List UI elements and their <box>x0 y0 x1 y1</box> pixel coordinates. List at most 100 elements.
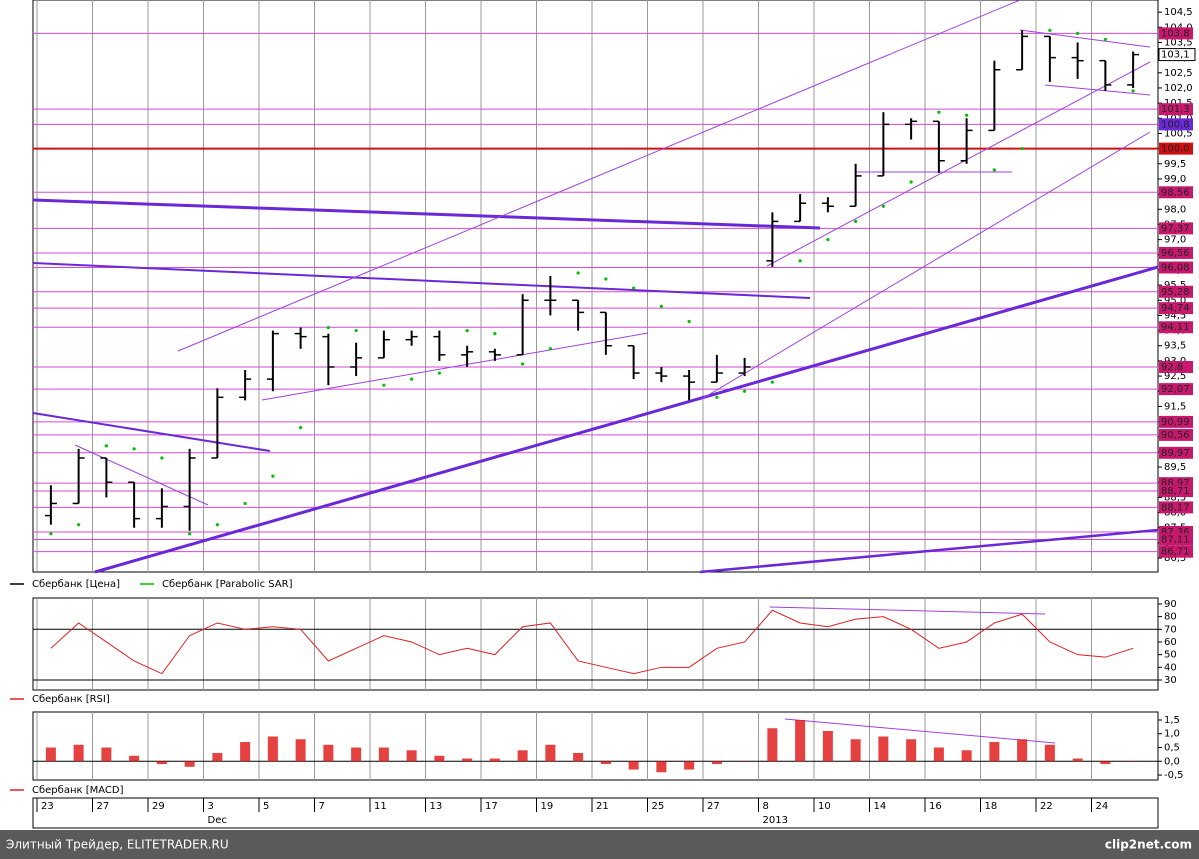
level-label-box <box>1159 485 1193 498</box>
y-tick-label: 91,5 <box>1164 401 1186 412</box>
trend-line <box>766 61 1151 267</box>
sar-dot <box>687 319 691 324</box>
level-label: 101,3 <box>1161 104 1190 115</box>
month-label: Dec <box>208 815 227 826</box>
level-label: 96,56 <box>1161 248 1190 259</box>
y-tick-label: 95,5 <box>1164 280 1186 291</box>
y-tick-label: 90 <box>1164 599 1177 610</box>
trend-line <box>769 606 1046 615</box>
sar-dot <box>770 380 774 384</box>
level-label: 87,36 <box>1161 527 1190 538</box>
level-label: 95,28 <box>1161 287 1190 298</box>
legend-label: Сбербанк [RSI] <box>32 694 110 705</box>
level-label: 90,99 <box>1161 417 1190 428</box>
x-tick-label: 13 <box>430 801 443 812</box>
sar-dot <box>271 474 275 478</box>
macd-bar <box>961 750 972 762</box>
level-label: 94,11 <box>1161 322 1190 333</box>
macd-bar <box>434 755 445 762</box>
level-label: 92,8 <box>1161 362 1183 373</box>
level-label-box <box>1159 186 1193 199</box>
sar-dot <box>382 383 386 387</box>
last-price-box <box>1158 48 1196 62</box>
sar-dot <box>1103 37 1107 42</box>
last-price-label: 103,1 <box>1161 50 1190 61</box>
x-tick-label: 18 <box>985 801 998 812</box>
sar-dot <box>77 523 81 527</box>
footer-source: Элитный Трейдер, ELITETRADER.RU <box>6 838 229 852</box>
sar-dot <box>659 304 663 308</box>
level-label: 96,08 <box>1161 262 1190 273</box>
level-label-box <box>1159 118 1193 131</box>
x-axis-frame <box>32 797 1159 829</box>
macd-bar <box>600 761 611 765</box>
level-label-box <box>1159 261 1193 274</box>
trend-line <box>699 528 1159 574</box>
sar-dot <box>299 426 303 430</box>
level-label-box <box>1159 428 1193 441</box>
level-label-box <box>1159 383 1193 396</box>
sar-dot <box>521 362 525 366</box>
level-label: 103,8 <box>1161 28 1190 39</box>
level-label-box <box>1159 446 1193 459</box>
macd-bar <box>1017 739 1028 762</box>
macd-bar <box>545 744 556 762</box>
sar-dot <box>493 332 497 336</box>
level-label: 86,71 <box>1161 547 1190 558</box>
y-tick-label: -0,5 <box>1164 770 1184 781</box>
level-label-box <box>1159 545 1193 558</box>
x-tick-label: 10 <box>818 801 831 812</box>
trend-line <box>32 198 821 230</box>
sar-dot <box>548 347 552 351</box>
trend-line <box>784 718 1056 744</box>
sar-dot <box>992 168 996 172</box>
y-tick-label: 30 <box>1164 675 1177 686</box>
macd-bar <box>73 744 84 762</box>
level-label: 88,17 <box>1161 502 1190 513</box>
macd-bar <box>129 755 140 762</box>
sar-dot <box>854 219 858 223</box>
x-tick-label: 29 <box>152 801 165 812</box>
macd-bar <box>906 739 917 762</box>
x-tick-label: 5 <box>263 801 269 812</box>
sar-dot <box>160 456 164 460</box>
level-label-box <box>1159 533 1193 546</box>
x-tick-label: 16 <box>929 801 942 812</box>
x-tick-label: 14 <box>874 801 887 812</box>
macd-bar <box>517 750 528 762</box>
macd-bar <box>1044 744 1055 762</box>
sar-dot <box>965 113 969 117</box>
macd-bar <box>212 753 223 762</box>
sar-dot <box>937 110 941 114</box>
x-tick-label: 27 <box>97 801 110 812</box>
y-tick-label: 60 <box>1164 637 1177 648</box>
sar-dot <box>1048 28 1052 32</box>
y-tick-label: 102,5 <box>1164 68 1193 79</box>
x-tick-label: 8 <box>763 801 769 812</box>
level-label-box <box>1159 222 1193 235</box>
sar-dot <box>604 277 608 281</box>
macd-bar <box>850 739 861 762</box>
y-tick-label: 89,5 <box>1164 462 1186 473</box>
legend-label: Сбербанк [MACD] <box>32 785 124 796</box>
legend-label: Сбербанк [Parabolic SAR] <box>162 579 293 590</box>
x-tick-label: 24 <box>1096 801 1109 812</box>
level-label-box <box>1159 103 1193 116</box>
macd-bar <box>767 728 778 762</box>
level-label-box <box>1159 501 1193 514</box>
macd-bar <box>489 758 500 762</box>
macd-bar <box>45 747 56 762</box>
sar-dot <box>632 286 636 290</box>
y-tick-label: 1,0 <box>1164 729 1180 740</box>
macd-bar <box>406 750 417 762</box>
sar-dot <box>1020 147 1024 151</box>
level-label: 88,71 <box>1161 486 1190 497</box>
trend-line <box>74 444 209 506</box>
sar-dot <box>798 259 802 263</box>
y-tick-label: 99,0 <box>1164 174 1186 185</box>
x-tick-label: 23 <box>41 801 54 812</box>
x-tick-label: 19 <box>541 801 554 812</box>
sar-dot <box>576 271 580 275</box>
panel-frame <box>32 711 1159 781</box>
